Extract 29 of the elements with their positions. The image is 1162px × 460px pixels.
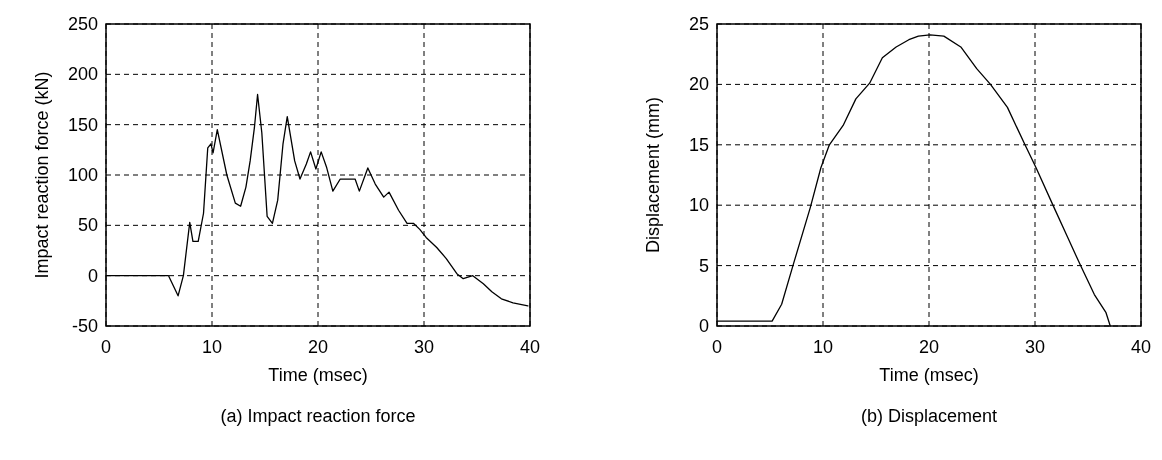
y-tick-label: 150 xyxy=(67,114,98,135)
x-tick-label: 20 xyxy=(307,337,329,357)
y-tick-label: 25 xyxy=(688,14,709,34)
x-axis-title: Time (msec) xyxy=(879,365,979,385)
x-axis-title: Time (msec) xyxy=(268,365,368,385)
y-tick-label: -50 xyxy=(71,316,98,336)
x-tick-label: 40 xyxy=(1130,337,1152,357)
x-tick-label: 0 xyxy=(100,337,112,357)
x-tick-label: 30 xyxy=(413,337,435,357)
y-tick-label: 15 xyxy=(688,134,709,155)
x-tick-label: 10 xyxy=(812,337,834,357)
y-tick-label: 50 xyxy=(77,215,98,236)
x-tick-label: 20 xyxy=(918,337,940,357)
text: (a) Impact reaction force xyxy=(220,406,416,426)
x-tick-label: 10 xyxy=(201,337,223,357)
x-tick-label: 30 xyxy=(1024,337,1046,357)
y-tick-label: 10 xyxy=(688,195,709,216)
x-tick-label: 0 xyxy=(711,337,723,357)
y-axis-title: Displacement (mm) xyxy=(643,96,663,254)
y-tick-label: 100 xyxy=(67,165,98,185)
y-axis-title: Impact reaction force (kN) xyxy=(32,71,52,279)
y-tick-label: 20 xyxy=(688,74,709,95)
y-tick-label: 200 xyxy=(67,64,98,85)
y-tick-label: 5 xyxy=(698,255,709,276)
y-tick-label: 0 xyxy=(87,265,98,286)
y-tick-label: 250 xyxy=(67,14,98,34)
x-tick-label: 40 xyxy=(519,337,541,357)
y-tick-label: 0 xyxy=(698,316,709,336)
text: (b) Displacement xyxy=(860,406,998,426)
